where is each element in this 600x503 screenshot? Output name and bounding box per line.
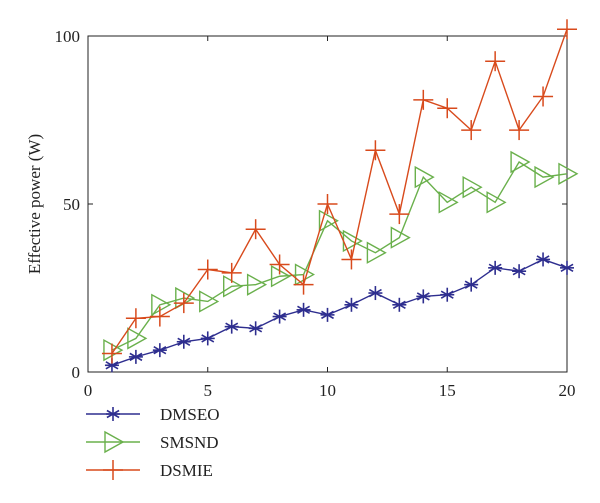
series-layer: [101, 19, 579, 373]
data-point-smsnd: [318, 209, 339, 232]
data-point-smsnd: [246, 273, 268, 296]
data-point-smsnd: [486, 191, 507, 214]
data-point-dsmie: [197, 259, 218, 280]
y-tick-label: 0: [72, 363, 81, 382]
series-smsnd: [103, 150, 579, 362]
data-point-dsmie: [389, 204, 410, 225]
legend-marker: [106, 407, 120, 421]
data-point-dmseo: [176, 334, 191, 349]
y-axis-label: Effective power (W): [25, 134, 44, 274]
data-point-dsmie: [221, 262, 242, 283]
x-tick-label: 5: [204, 381, 213, 400]
data-point-dsmie: [437, 98, 458, 119]
data-point-dsmie: [485, 51, 506, 72]
data-point-dsmie: [293, 274, 314, 295]
data-point-dmseo: [152, 343, 167, 358]
data-point-dmseo: [128, 349, 143, 364]
data-point-dsmie: [533, 86, 554, 107]
data-point-smsnd: [414, 165, 435, 189]
data-point-smsnd: [462, 176, 483, 199]
axis-ticks: 0 5 10 15 20 0 50 100: [55, 27, 576, 400]
data-point-dmseo: [536, 252, 551, 267]
legend-label: DSMIE: [160, 461, 213, 480]
data-point-smsnd: [199, 290, 220, 313]
data-point-dmseo: [416, 289, 431, 304]
data-point-smsnd: [534, 165, 555, 189]
data-point-dmseo: [224, 319, 239, 334]
legend-marker: [103, 460, 123, 480]
data-point-dsmie: [317, 194, 338, 214]
data-point-smsnd: [438, 191, 459, 214]
x-tick-label: 20: [559, 381, 576, 400]
legend-label: DMSEO: [160, 405, 220, 424]
data-point-dsmie: [461, 120, 482, 141]
x-tick-label: 10: [319, 381, 336, 400]
data-point-smsnd: [390, 226, 411, 249]
data-point-dmseo: [272, 309, 287, 324]
data-point-dmseo: [344, 297, 359, 312]
series-line-dsmie: [111, 29, 568, 354]
data-point-dmseo: [392, 297, 407, 312]
data-point-smsnd: [103, 338, 124, 362]
data-point-dsmie: [173, 293, 194, 314]
legend-label: SMSND: [160, 433, 219, 452]
data-point-smsnd: [510, 150, 531, 174]
data-point-dsmie: [509, 120, 530, 141]
data-point-dmseo: [248, 321, 263, 336]
data-point-smsnd: [270, 265, 292, 288]
y-tick-label: 50: [63, 195, 80, 214]
data-point-dsmie: [365, 140, 386, 161]
data-point-dsmie: [125, 308, 146, 329]
y-tick-label: 100: [55, 27, 81, 46]
legend-item-dmseo: DMSEO: [86, 405, 220, 424]
data-point-dsmie: [149, 306, 170, 327]
data-point-dsmie: [101, 343, 122, 364]
data-point-dmseo: [512, 264, 527, 279]
data-point-dsmie: [413, 89, 434, 110]
legend-marker: [104, 430, 125, 454]
x-tick-label: 15: [439, 381, 456, 400]
data-point-dmseo: [368, 286, 383, 301]
data-point-dsmie: [269, 254, 290, 275]
data-point-dmseo: [296, 302, 311, 317]
legend-item-dsmie: DSMIE: [86, 460, 213, 480]
series-dmseo: [104, 252, 574, 373]
series-dsmie: [101, 19, 577, 364]
data-point-dsmie: [341, 249, 362, 270]
data-point-smsnd: [366, 241, 387, 264]
x-tick-label: 0: [84, 381, 93, 400]
legend: DMSEO SMSND DSMIE: [86, 405, 220, 480]
data-point-dmseo: [464, 277, 479, 292]
data-point-smsnd: [151, 293, 172, 316]
data-point-dmseo: [320, 307, 335, 322]
data-point-dmseo: [440, 287, 455, 302]
series-line-smsnd: [111, 161, 568, 351]
data-point-smsnd: [222, 275, 244, 298]
legend-item-smsnd: SMSND: [86, 430, 219, 454]
data-point-dmseo: [488, 260, 503, 275]
data-point-smsnd: [127, 327, 148, 350]
data-point-smsnd: [558, 162, 579, 185]
data-point-dsmie: [245, 219, 266, 240]
series-line-dmseo: [111, 258, 568, 366]
data-point-dmseo: [200, 331, 215, 346]
data-point-dmseo: [560, 260, 574, 275]
data-point-dsmie: [557, 19, 577, 40]
